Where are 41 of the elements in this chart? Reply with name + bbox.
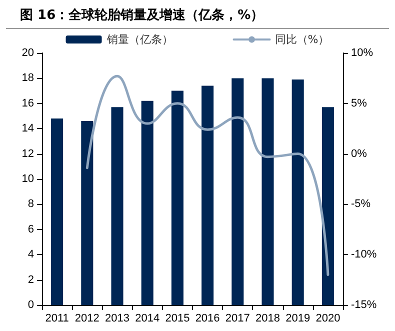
bar bbox=[51, 118, 64, 305]
x-tick-label: 2016 bbox=[195, 312, 220, 324]
x-tick-label: 2011 bbox=[45, 312, 69, 324]
y-tick-label: 4 bbox=[28, 248, 34, 261]
y-tick-label: 8 bbox=[28, 198, 34, 210]
bar bbox=[81, 121, 94, 305]
y-tick-label: 0 bbox=[28, 299, 34, 311]
bar bbox=[171, 90, 184, 305]
x-tick-label: 2013 bbox=[105, 312, 130, 324]
bar bbox=[111, 107, 124, 305]
y2-tick-label: 10% bbox=[351, 47, 374, 59]
y-tick-label: 12 bbox=[22, 148, 34, 160]
x-tick-label: 2020 bbox=[316, 312, 340, 324]
bar bbox=[322, 107, 334, 305]
y2-tick-label: 0% bbox=[351, 148, 368, 160]
line-series bbox=[86, 74, 330, 276]
y2-tick-label: 5% bbox=[351, 97, 368, 110]
x-tick-label: 2019 bbox=[286, 312, 310, 324]
x-tick-label: 2012 bbox=[74, 312, 100, 324]
x-tick-label: 2015 bbox=[165, 312, 190, 324]
legend-label: 同比（%） bbox=[274, 33, 330, 46]
bar bbox=[232, 78, 244, 305]
y-tick-label: 2 bbox=[28, 274, 34, 286]
bar bbox=[292, 79, 304, 305]
x-tick-label: 2017 bbox=[225, 312, 250, 324]
y-tick-label: 6 bbox=[28, 223, 34, 236]
bar bbox=[262, 78, 274, 305]
y-tick-label: 20 bbox=[22, 47, 34, 59]
y-tick-label: 18 bbox=[22, 72, 34, 84]
bar bbox=[202, 86, 214, 305]
bar bbox=[141, 100, 154, 305]
legend-label: 销量（亿条） bbox=[106, 33, 173, 46]
y2-tick-label: -10% bbox=[351, 248, 377, 261]
x-tick-label: 2014 bbox=[135, 312, 160, 324]
y2-tick-label: -5% bbox=[351, 198, 371, 210]
y-tick-label: 16 bbox=[22, 97, 34, 110]
x-tick-label: 2018 bbox=[256, 312, 280, 324]
y2-tick-label: -15% bbox=[351, 299, 377, 311]
y-tick-label: 14 bbox=[22, 122, 34, 135]
y-tick-label: 10 bbox=[22, 173, 34, 185]
chart-title: 图 16：全球轮胎销量及增速（亿条，%） bbox=[6, 0, 389, 29]
